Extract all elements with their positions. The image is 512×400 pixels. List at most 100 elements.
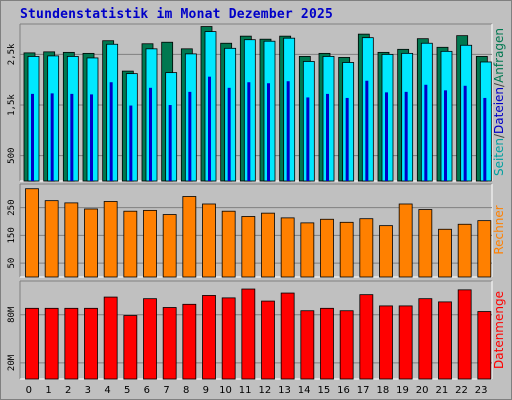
bar-seiten-2 xyxy=(70,93,74,181)
x-tick-label-4: 4 xyxy=(104,385,110,396)
bar-datenmenge-19 xyxy=(398,305,413,380)
bar-rechner-20 xyxy=(418,209,433,278)
bar-rechner-6 xyxy=(143,209,157,278)
x-tick-label-11: 11 xyxy=(239,385,252,396)
bar-seiten-10 xyxy=(227,87,231,181)
x-tick-label-2: 2 xyxy=(65,385,71,396)
bar-rechner-3 xyxy=(84,208,98,278)
x-tick-label-3: 3 xyxy=(85,385,91,396)
x-tick-label-17: 17 xyxy=(357,385,370,396)
x-tick-label-19: 19 xyxy=(396,385,409,396)
x-tick-label-23: 23 xyxy=(475,385,488,396)
panel-1-legend: Rechner xyxy=(492,205,506,254)
bar-rechner-11 xyxy=(241,216,256,278)
bar-rechner-5 xyxy=(123,210,138,278)
x-tick-label-14: 14 xyxy=(298,385,311,396)
bar-datenmenge-21 xyxy=(438,301,452,380)
bar-rechner-7 xyxy=(162,214,177,278)
x-tick-label-22: 22 xyxy=(455,385,468,396)
bar-rechner-22 xyxy=(457,223,472,278)
bar-seiten-1 xyxy=(50,93,54,181)
x-tick-label-6: 6 xyxy=(144,385,150,396)
bar-seiten-19 xyxy=(404,91,408,181)
bar-seiten-13 xyxy=(286,81,290,181)
bar-rechner-4 xyxy=(103,201,118,278)
x-tick-label-18: 18 xyxy=(376,385,389,396)
legend-part-0-3: / xyxy=(492,82,506,87)
bar-rechner-23 xyxy=(477,220,492,278)
x-tick-label-0: 0 xyxy=(26,385,32,396)
bar-datenmenge-5 xyxy=(123,315,138,380)
bar-seiten-12 xyxy=(267,83,270,181)
x-tick-label-8: 8 xyxy=(183,385,189,396)
bar-seiten-4 xyxy=(109,82,113,181)
x-tick-label-13: 13 xyxy=(278,385,291,396)
panel-0-legend: Seiten/Dateien/Anfragen xyxy=(492,28,506,176)
legend-part-2-0: Datenmenge xyxy=(492,291,506,369)
x-tick-label-7: 7 xyxy=(163,385,169,396)
bar-seiten-5 xyxy=(129,105,133,181)
bar-seiten-18 xyxy=(385,92,388,181)
bar-seiten-15 xyxy=(326,93,329,181)
panel-1-y-tick-label: 250 xyxy=(7,199,17,215)
bar-datenmenge-3 xyxy=(84,307,98,380)
bar-datenmenge-7 xyxy=(162,307,177,380)
x-tick-label-10: 10 xyxy=(219,385,232,396)
x-tick-label-15: 15 xyxy=(317,385,330,396)
bar-datenmenge-1 xyxy=(44,307,59,380)
bar-seiten-7 xyxy=(168,105,172,181)
panel-0-y-tick-label: 2,5k xyxy=(7,43,17,65)
x-tick-label-20: 20 xyxy=(416,385,429,396)
bar-datenmenge-10 xyxy=(221,297,236,380)
x-tick-label-12: 12 xyxy=(258,385,271,396)
bar-datenmenge-20 xyxy=(418,298,433,380)
bar-rechner-10 xyxy=(221,210,236,278)
bar-rechner-8 xyxy=(182,196,197,278)
legend-part-0-0: Seiten xyxy=(492,138,506,176)
panel-0-y-tick-label: 500 xyxy=(7,148,17,164)
bar-rechner-16 xyxy=(339,221,354,278)
bar-datenmenge-11 xyxy=(241,288,256,380)
bar-seiten-8 xyxy=(188,91,192,181)
bar-rechner-0 xyxy=(25,188,39,278)
bar-datenmenge-4 xyxy=(103,296,118,380)
bar-seiten-23 xyxy=(483,97,487,181)
panel-1-y-tick-label: 150 xyxy=(7,227,17,243)
bar-datenmenge-16 xyxy=(339,310,354,380)
bar-datenmenge-17 xyxy=(359,294,374,380)
bar-datenmenge-14 xyxy=(300,310,315,380)
bar-datenmenge-6 xyxy=(143,298,157,380)
chart-title: Stundenstatistik im Monat Dezember 2025 xyxy=(20,7,334,22)
x-tick-label-21: 21 xyxy=(435,385,448,396)
bar-datenmenge-8 xyxy=(182,303,197,380)
x-tick-label-16: 16 xyxy=(337,385,350,396)
panel-1-y-tick-label: 50 xyxy=(7,258,17,269)
bar-rechner-2 xyxy=(64,202,79,278)
legend-part-0-2: Dateien xyxy=(492,87,506,134)
panel-2-legend: Datenmenge xyxy=(492,291,506,369)
bar-seiten-17 xyxy=(365,80,369,181)
panel-2-y-tick-label: 20M xyxy=(7,354,17,371)
bar-datenmenge-15 xyxy=(320,307,334,380)
x-tick-label-1: 1 xyxy=(45,385,51,396)
bar-datenmenge-2 xyxy=(64,307,79,380)
panel-0-y-tick-label: 1,5k xyxy=(7,94,17,116)
x-tick-label-9: 9 xyxy=(203,385,209,396)
legend-part-0-1: / xyxy=(492,133,506,138)
bar-rechner-12 xyxy=(261,212,275,278)
legend-part-0-4: Anfragen xyxy=(492,28,506,83)
bar-seiten-16 xyxy=(345,97,349,181)
bar-datenmenge-12 xyxy=(261,300,275,380)
bar-seiten-3 xyxy=(90,94,93,181)
panel-2-y-tick-label: 80M xyxy=(7,306,17,323)
bar-seiten-0 xyxy=(31,93,34,181)
bar-seiten-20 xyxy=(424,84,428,181)
bar-datenmenge-18 xyxy=(379,305,393,380)
bar-seiten-11 xyxy=(247,82,251,181)
bar-rechner-13 xyxy=(280,217,295,278)
bar-datenmenge-13 xyxy=(280,292,295,380)
bar-seiten-21 xyxy=(444,90,447,181)
bar-rechner-1 xyxy=(44,200,59,278)
bar-datenmenge-23 xyxy=(477,311,492,380)
